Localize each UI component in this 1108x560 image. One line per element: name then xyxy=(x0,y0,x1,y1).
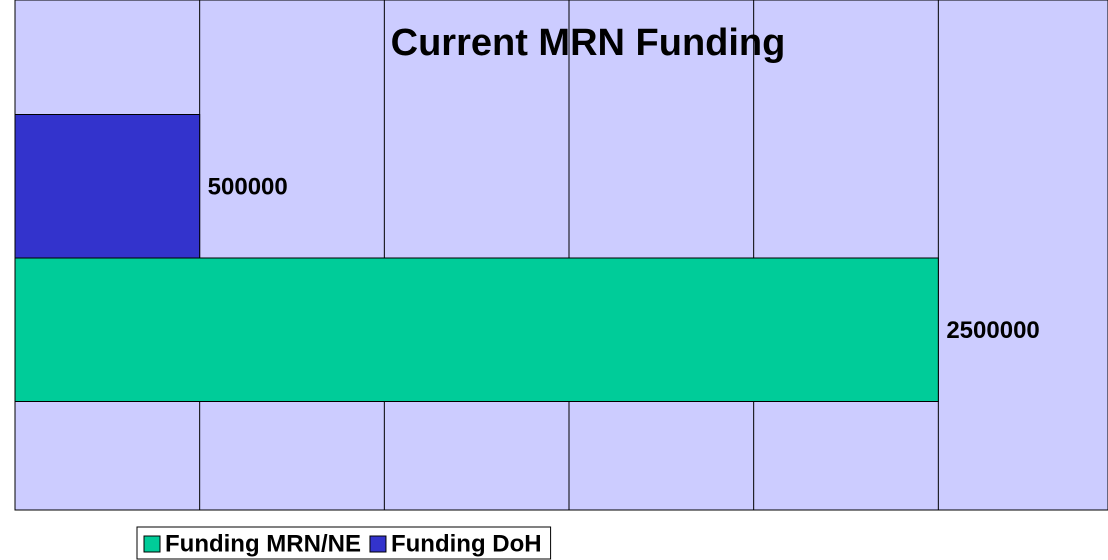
bar xyxy=(14,257,939,402)
chart-title: Current MRN Funding xyxy=(391,22,786,64)
legend-box xyxy=(136,526,552,560)
data-label: 500000 xyxy=(208,174,288,201)
legend-swatch xyxy=(143,535,161,553)
legend-label: Funding MRN/NE xyxy=(165,530,361,557)
bar xyxy=(14,114,201,259)
legend-label: Funding DoH xyxy=(391,530,542,557)
data-label: 2500000 xyxy=(946,317,1039,344)
legend-swatch xyxy=(369,535,387,553)
